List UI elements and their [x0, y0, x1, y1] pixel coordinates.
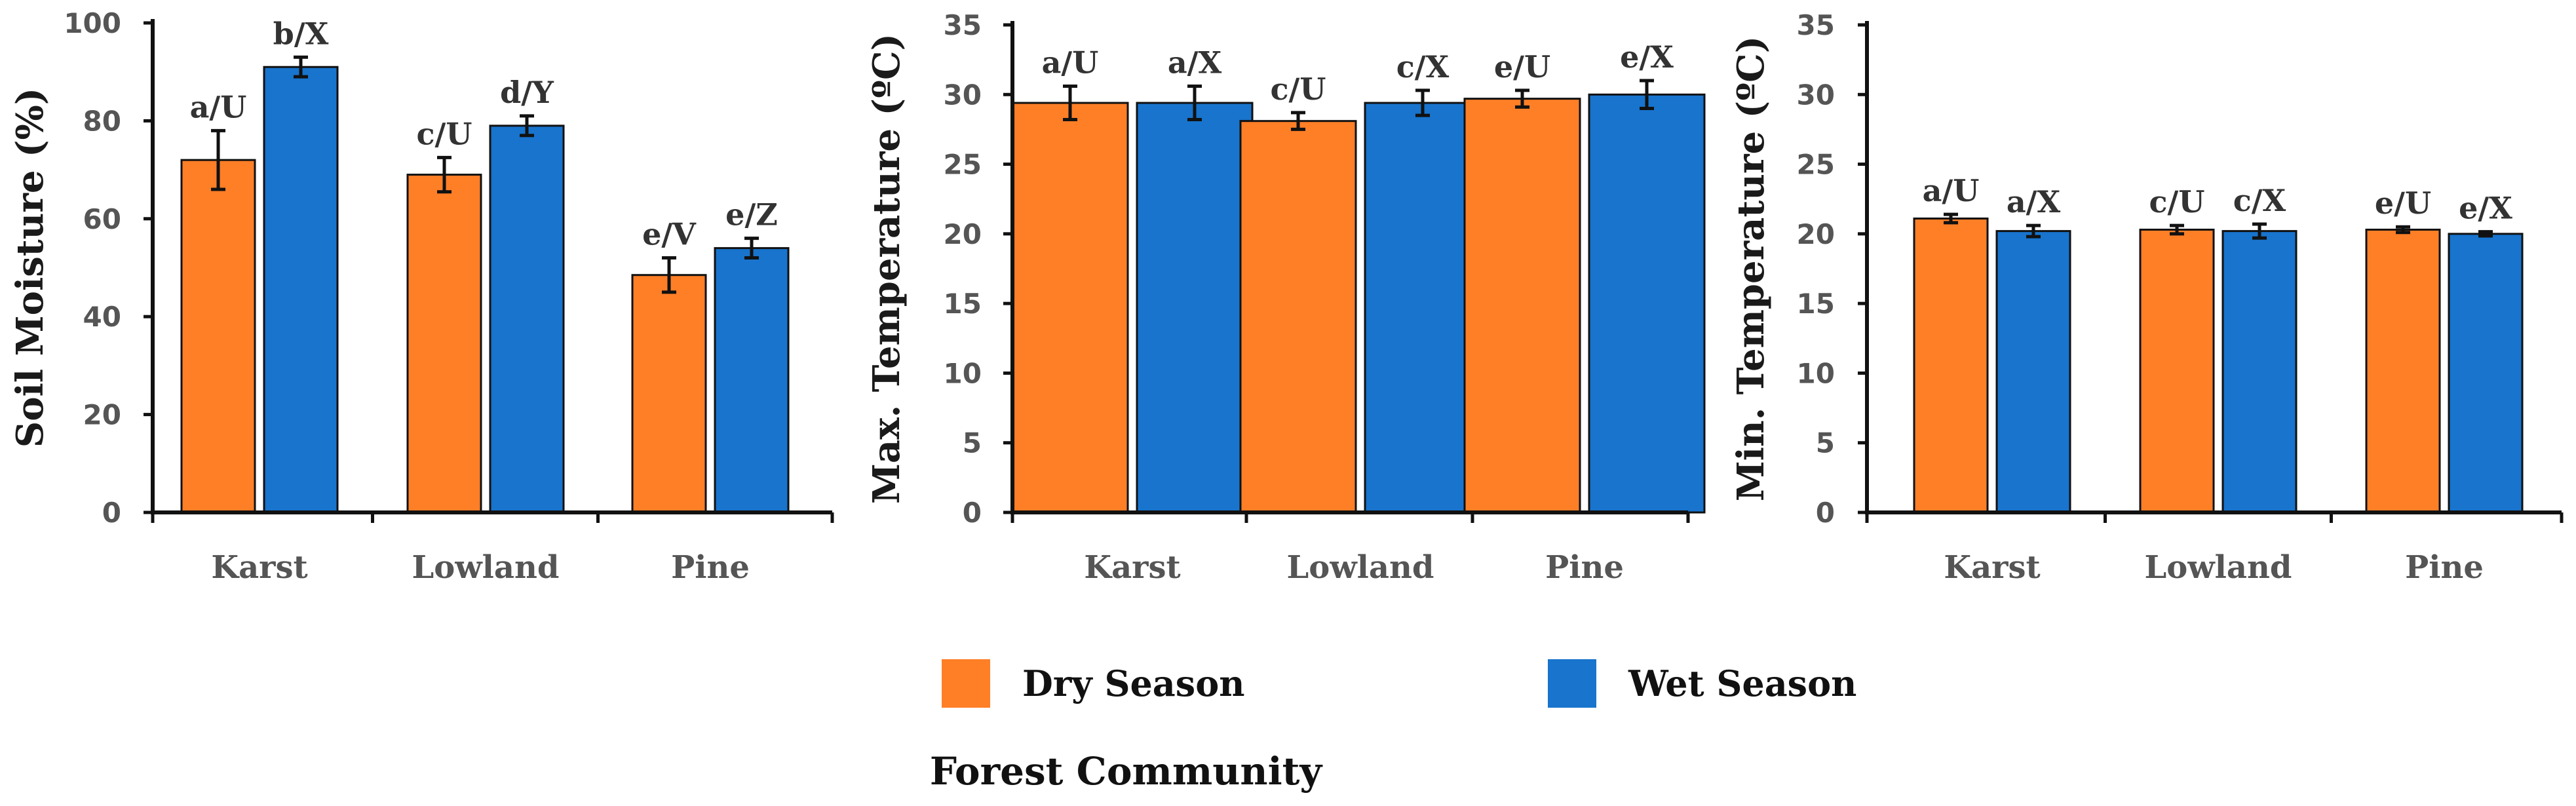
max-temperature-y-tick-label-0: 0: [963, 497, 982, 529]
min-temperature-sig-label-lowland-wet: c/X: [2233, 183, 2286, 218]
min-temperature-y-tick-label-10: 10: [1797, 357, 1835, 389]
min-temperature-sig-label-karst-dry: a/U: [1923, 173, 1980, 208]
soil-moisture-sig-label-karst-dry: a/U: [190, 89, 247, 125]
min-temperature-sig-label-pine-wet: e/X: [2459, 191, 2512, 226]
min-temperature-bar-karst-dry: [1913, 217, 1989, 514]
min-temperature-y-tick-label-0: 0: [1816, 497, 1835, 529]
max-temperature-sig-label-pine-wet: e/X: [1620, 39, 1674, 75]
soil-moisture-y-axis-label: Soil Moisture (%): [9, 88, 52, 448]
soil-moisture-y-tick-label-60: 60: [83, 203, 121, 235]
soil-moisture-sig-label-lowland-dry: c/U: [417, 116, 472, 151]
min-temperature-bar-lowland-wet: [2221, 230, 2297, 514]
soil-moisture-x-tick-lowland: Lowland: [412, 549, 560, 586]
min-temperature-bar-lowland-dry: [2139, 228, 2215, 514]
min-temperature-y-tick-label-25: 25: [1797, 149, 1835, 181]
soil-moisture-x-tick-pine: Pine: [671, 549, 750, 586]
legend-swatch-dry-season: [942, 659, 990, 708]
soil-moisture-bar-pine-dry: [631, 274, 707, 514]
soil-moisture-bar-karst-dry: [180, 159, 256, 514]
min-temperature-sig-label-karst-wet: a/X: [2007, 184, 2061, 220]
soil-moisture-y-tick-label-100: 100: [64, 7, 121, 39]
min-temperature-y-axis-label: Min. Temperature (ºC): [1729, 36, 1773, 501]
min-temperature-sig-label-lowland-dry: c/U: [2149, 184, 2205, 220]
legend-label-wet-season: Wet Season: [1628, 662, 1856, 704]
soil-moisture-y-tick-label-80: 80: [83, 105, 121, 137]
max-temperature-sig-label-pine-dry: e/U: [1494, 49, 1550, 85]
soil-moisture-bar-lowland-wet: [489, 125, 565, 514]
max-temperature-bar-lowland-dry: [1239, 120, 1357, 514]
max-temperature-y-tick-label-35: 35: [944, 9, 982, 41]
legend: Dry Season Wet Season: [942, 659, 1856, 708]
max-temperature-sig-label-karst-dry: a/U: [1042, 45, 1099, 81]
soil-moisture-y-tick-label-0: 0: [102, 497, 121, 529]
max-temperature-x-tick-pine: Pine: [1545, 549, 1624, 586]
min-temperature-x-tick-lowland: Lowland: [2145, 549, 2292, 586]
soil-moisture-sig-label-karst-wet: b/X: [273, 16, 329, 51]
min-temperature-bar-karst-wet: [1995, 230, 2071, 514]
min-temperature-y-tick-label-5: 5: [1816, 427, 1835, 459]
soil-moisture-y-tick-label-20: 20: [83, 399, 121, 431]
min-temperature-panel: a/U a/X Karst c/U c/X Lowland e/U e/X Pine 0 5 10 15…: [1729, 9, 2564, 586]
max-temperature-y-tick-label-25: 25: [944, 149, 982, 181]
min-temperature-sig-label-pine-dry: e/U: [2375, 185, 2431, 221]
min-temperature-y-tick-label-15: 15: [1797, 288, 1835, 320]
max-temperature-sig-label-karst-wet: a/X: [1168, 45, 1222, 81]
soil-moisture-sig-label-pine-dry: e/V: [642, 217, 697, 252]
soil-moisture-y-tick-label-40: 40: [83, 301, 121, 333]
max-temperature-bar-lowland-wet: [1364, 102, 1482, 514]
max-temperature-bar-karst-wet: [1136, 102, 1254, 514]
soil-moisture-sig-label-lowland-wet: d/Y: [500, 75, 554, 110]
max-temperature-y-tick-label-30: 30: [944, 79, 982, 111]
max-temperature-sig-label-lowland-dry: c/U: [1271, 71, 1326, 107]
legend-label-dry-season: Dry Season: [1022, 662, 1244, 704]
max-temperature-y-tick-label-15: 15: [944, 288, 982, 320]
min-temperature-x-tick-pine: Pine: [2405, 549, 2484, 586]
x-axis-title: Forest Community: [930, 749, 1324, 794]
max-temperature-x-tick-lowland: Lowland: [1287, 549, 1434, 586]
min-temperature-y-tick-label-20: 20: [1797, 218, 1835, 250]
min-temperature-y-tick-label-35: 35: [1797, 9, 1835, 41]
min-temperature-bar-pine-wet: [2448, 233, 2524, 514]
max-temperature-panel: a/U a/X Karst c/U c/X Lowland e/U e/X Pine 0 5 10 15…: [865, 9, 1706, 586]
max-temperature-x-tick-karst: Karst: [1084, 549, 1180, 586]
legend-swatch-wet-season: [1548, 659, 1596, 708]
min-temperature-x-tick-karst: Karst: [1944, 549, 2040, 586]
max-temperature-y-tick-label-5: 5: [963, 427, 982, 459]
max-temperature-y-axis-label: Max. Temperature (ºC): [865, 33, 908, 504]
max-temperature-y-tick-label-10: 10: [944, 357, 982, 389]
max-temperature-bar-karst-dry: [1011, 102, 1129, 514]
max-temperature-y-tick-label-20: 20: [944, 218, 982, 250]
soil-moisture-bar-pine-wet: [714, 247, 790, 514]
max-temperature-bar-pine-wet: [1588, 93, 1706, 514]
soil-moisture-panel: a/U b/X Karst c/U d/Y Lowland e/V e/Z Pine 0 20 40 6…: [9, 7, 834, 586]
soil-moisture-sig-label-pine-wet: e/Z: [725, 197, 778, 233]
min-temperature-bar-pine-dry: [2365, 228, 2441, 514]
min-temperature-y-tick-label-30: 30: [1797, 79, 1835, 111]
max-temperature-sig-label-lowland-wet: c/X: [1396, 49, 1450, 85]
chart-panels: a/U b/X Karst c/U d/Y Lowland e/V e/Z Pine 0 20 40 6…: [9, 7, 2564, 586]
soil-moisture-x-tick-karst: Karst: [211, 549, 307, 586]
max-temperature-bar-pine-dry: [1463, 98, 1581, 514]
soil-moisture-bar-karst-wet: [263, 66, 339, 514]
soil-moisture-bar-lowland-dry: [406, 174, 482, 514]
